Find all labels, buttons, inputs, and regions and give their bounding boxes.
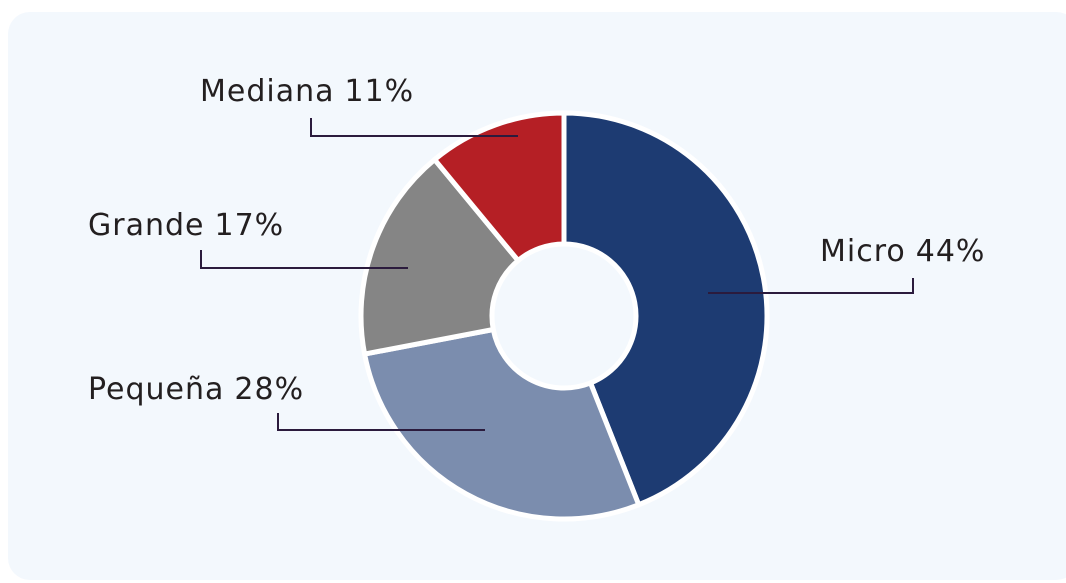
panel	[8, 12, 1066, 580]
slice	[362, 326, 642, 522]
value-label: 17%	[214, 208, 284, 243]
slice-label: Pequeña 28%	[88, 372, 304, 407]
leader-line	[310, 118, 518, 137]
category-label: Mediana	[200, 74, 335, 109]
leader-line	[708, 278, 914, 294]
slice	[561, 110, 770, 508]
category-label: Pequeña	[88, 372, 224, 407]
value-label: 11%	[345, 74, 415, 109]
leader-line	[200, 250, 408, 269]
category-label: Grande	[88, 208, 204, 243]
slice	[358, 157, 521, 357]
slice	[432, 110, 567, 264]
slice-label: Grande 17%	[88, 208, 284, 243]
category-label: Micro	[820, 234, 906, 269]
slice-label: Mediana 11%	[200, 74, 414, 109]
value-label: 44%	[916, 234, 986, 269]
leader-line	[277, 413, 485, 431]
value-label: 28%	[234, 372, 304, 407]
slice-label: Micro 44%	[820, 234, 985, 269]
